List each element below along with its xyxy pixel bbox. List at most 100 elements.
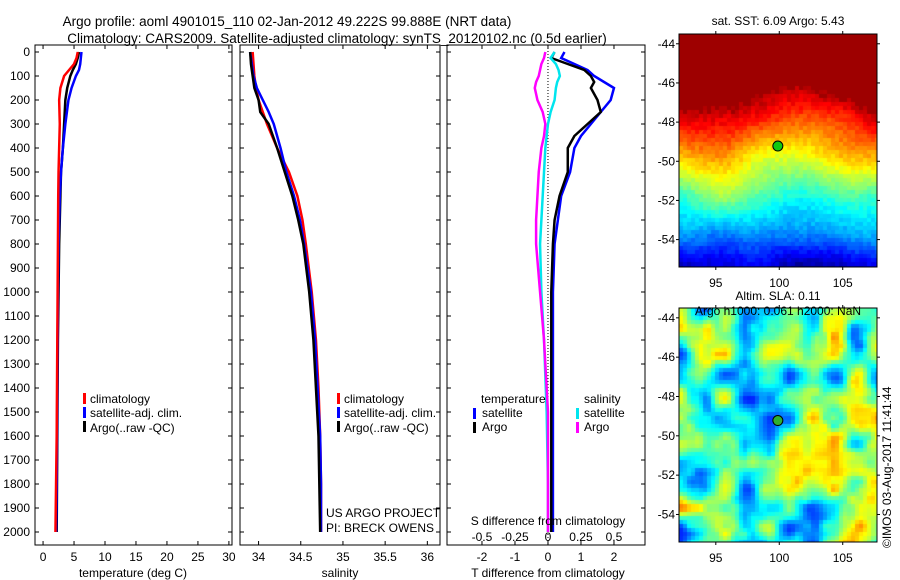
- sla-map-panel: 95 100 105 -44 -46 -48 -50 -52 -54: [658, 305, 880, 565]
- legend-swatch-s-satellite: [576, 408, 579, 419]
- sla-map-title: Altim. SLA: 0.11: [735, 289, 820, 303]
- argo-position-marker: [772, 415, 784, 427]
- lon-tick-label: 105: [833, 276, 853, 290]
- lat-tick-label: -46: [658, 76, 676, 90]
- lon-tick-label: 100: [769, 276, 789, 290]
- y-tick-label: 1200: [3, 333, 30, 347]
- copyright-stamp: ©IMOS 03-Aug-2017 11:41:44: [880, 386, 894, 548]
- lat-tick-label: -48: [658, 389, 676, 403]
- legend-swatch-t-satellite: [473, 408, 476, 419]
- x-tick-label: 10: [98, 550, 112, 564]
- y-tick-label: 1000: [3, 285, 30, 299]
- plot-frame: [239, 44, 441, 546]
- x-axis-label-t-difference: T difference from climatology: [471, 566, 625, 580]
- s-tick-label: 0.25: [569, 530, 593, 544]
- lat-tick-label: -54: [658, 507, 676, 521]
- legend-swatch-climatology: [337, 393, 340, 404]
- y-tick-label: 200: [10, 93, 30, 107]
- legend-label: satellite: [584, 406, 625, 420]
- legend-swatch-satellite: [337, 407, 340, 418]
- y-tick-label: 2000: [3, 525, 30, 539]
- legend-label: Argo: [584, 420, 610, 434]
- s-tick-label: 0.5: [606, 530, 623, 544]
- y-tick-label: 1100: [4, 309, 30, 323]
- legend-label: satellite-adj. clim.: [90, 406, 182, 420]
- y-tick-label: 500: [10, 165, 30, 179]
- legend-swatch-climatology: [83, 393, 86, 404]
- x-tick-label: 25: [191, 550, 205, 564]
- legend-swatch-argo: [83, 421, 86, 432]
- x-tick-label: 0: [545, 550, 552, 564]
- difference-legend: temperature salinity satellite Argo sate…: [473, 392, 625, 434]
- map-frame: [678, 307, 878, 543]
- series-line-argo: [248, 51, 322, 533]
- y-tick-label: 1900: [3, 501, 30, 515]
- lat-tick-label: -44: [658, 37, 676, 51]
- lat-tick-label: -46: [658, 350, 676, 364]
- salinity-panel: 34 34.5 35 35.5 36: [239, 44, 441, 564]
- legend-label: Argo(..raw -QC): [344, 421, 429, 435]
- temperature-panel: 0100200300400500600700800900100011001200…: [3, 44, 236, 564]
- x-tick-label: 15: [129, 550, 143, 564]
- legend-swatch-satellite: [83, 407, 86, 418]
- x-axis-label-temperature: temperature (deg C): [79, 566, 187, 580]
- y-tick-label: 400: [10, 141, 30, 155]
- x-tick-label: 5: [71, 550, 78, 564]
- plot-frame: [446, 44, 646, 546]
- x-tick-label: -2: [477, 550, 488, 564]
- legend-swatch-s-argo: [576, 422, 579, 433]
- series-line-salinity-argo: [533, 51, 550, 532]
- y-tick-label: 900: [10, 261, 30, 275]
- salinity-legend: climatology satellite-adj. clim. Argo(..…: [337, 392, 436, 435]
- pi-credit: PI: BRECK OWENS: [326, 521, 434, 535]
- s-tick-label: -0.25: [501, 530, 529, 544]
- x-tick-label: 0: [40, 550, 47, 564]
- y-tick-label: 1600: [3, 429, 30, 443]
- y-tick-label: 800: [10, 237, 30, 251]
- x-axis-label-s-difference: S difference from climatology: [471, 514, 626, 528]
- argo-position-marker: [772, 140, 784, 152]
- x-axis-label-salinity: salinity: [322, 566, 359, 580]
- lon-tick-label: 105: [833, 551, 853, 565]
- title-line-2: Climatology: CARS2009. Satellite-adjuste…: [67, 31, 607, 46]
- y-tick-label: 700: [10, 213, 30, 227]
- legend-swatch-argo: [337, 421, 340, 432]
- legend-label: climatology: [344, 392, 404, 406]
- plot-frame: [34, 44, 233, 546]
- x-tick-label: 34: [252, 550, 266, 564]
- legend-label: satellite-adj. clim.: [344, 406, 436, 420]
- lat-tick-label: -50: [658, 154, 676, 168]
- lat-tick-label: -52: [658, 468, 676, 482]
- legend-swatch-t-argo: [473, 422, 476, 433]
- s-tick-label: -0.5: [472, 530, 493, 544]
- legend-heading-temperature: temperature: [481, 392, 546, 406]
- lon-tick-label: 100: [769, 551, 789, 565]
- y-tick-label: 1400: [3, 381, 30, 395]
- sst-map-panel: 95 100 105 -44 -46 -48 -50 -52 -54: [658, 31, 880, 290]
- sst-map-title: sat. SST: 6.09 Argo: 5.43: [712, 14, 845, 28]
- series-line-temperature-argo: [549, 51, 603, 532]
- x-tick-label: 30: [222, 550, 236, 564]
- x-tick-label: 36: [421, 550, 435, 564]
- x-tick-label: 34.5: [289, 550, 313, 564]
- legend-label: climatology: [90, 392, 150, 406]
- title-line-1: Argo profile: aoml 4901015_110 02-Jan-20…: [63, 14, 512, 29]
- lon-tick-label: 95: [709, 551, 723, 565]
- x-tick-label: 35.5: [373, 550, 397, 564]
- lat-tick-label: -52: [658, 193, 676, 207]
- legend-label: Argo: [482, 420, 508, 434]
- y-tick-label: 1300: [3, 357, 30, 371]
- x-tick-label: -1: [510, 550, 521, 564]
- lat-tick-label: -50: [658, 429, 676, 443]
- x-tick-label: 2: [611, 550, 618, 564]
- series-line-temperature-satellite: [551, 51, 616, 532]
- series-line-climatology: [54, 51, 79, 533]
- temperature-legend: climatology satellite-adj. clim. Argo(..…: [83, 392, 182, 435]
- map-frame: [678, 33, 878, 268]
- sla-map-subtitle: Argo h1000: 0.061 h2000: NaN: [695, 304, 861, 318]
- project-credit: US ARGO PROJECT: [326, 506, 441, 520]
- y-tick-label: 300: [10, 117, 30, 131]
- y-tick-label: 1700: [3, 453, 30, 467]
